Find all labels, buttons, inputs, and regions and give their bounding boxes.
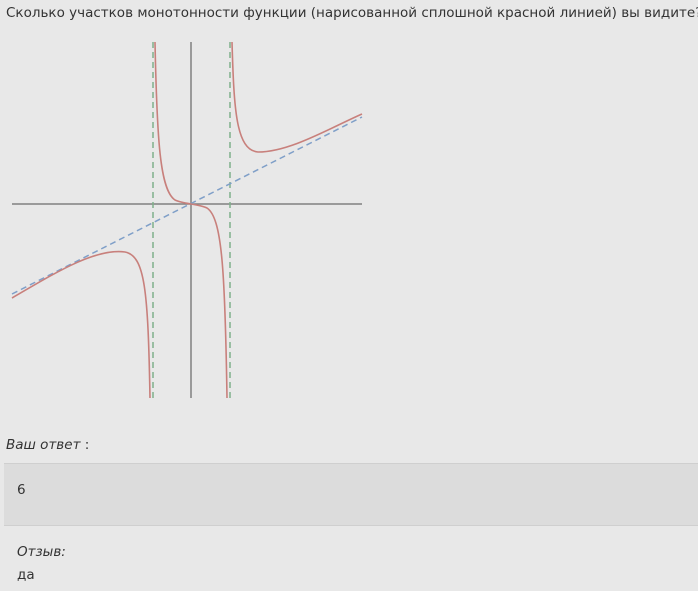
question-text: Сколько участков монотонности функции (н… xyxy=(6,5,698,21)
oblique-asymptote xyxy=(11,116,363,295)
feedback-box: Отзыв: да xyxy=(4,526,698,591)
curve-branch-right xyxy=(231,41,363,153)
answer-value: 6 xyxy=(17,482,26,498)
answer-label-suffix: : xyxy=(80,437,90,453)
feedback-value: да xyxy=(17,567,35,583)
feedback-label: Отзыв: xyxy=(17,544,66,560)
curve-branch-left xyxy=(11,250,151,399)
answer-box: 6 xyxy=(4,463,698,526)
function-graph xyxy=(11,41,363,399)
curve-branch-middle xyxy=(154,41,228,399)
answer-label-text: Ваш ответ xyxy=(6,437,81,453)
answer-label: Ваш ответ : xyxy=(6,436,89,454)
